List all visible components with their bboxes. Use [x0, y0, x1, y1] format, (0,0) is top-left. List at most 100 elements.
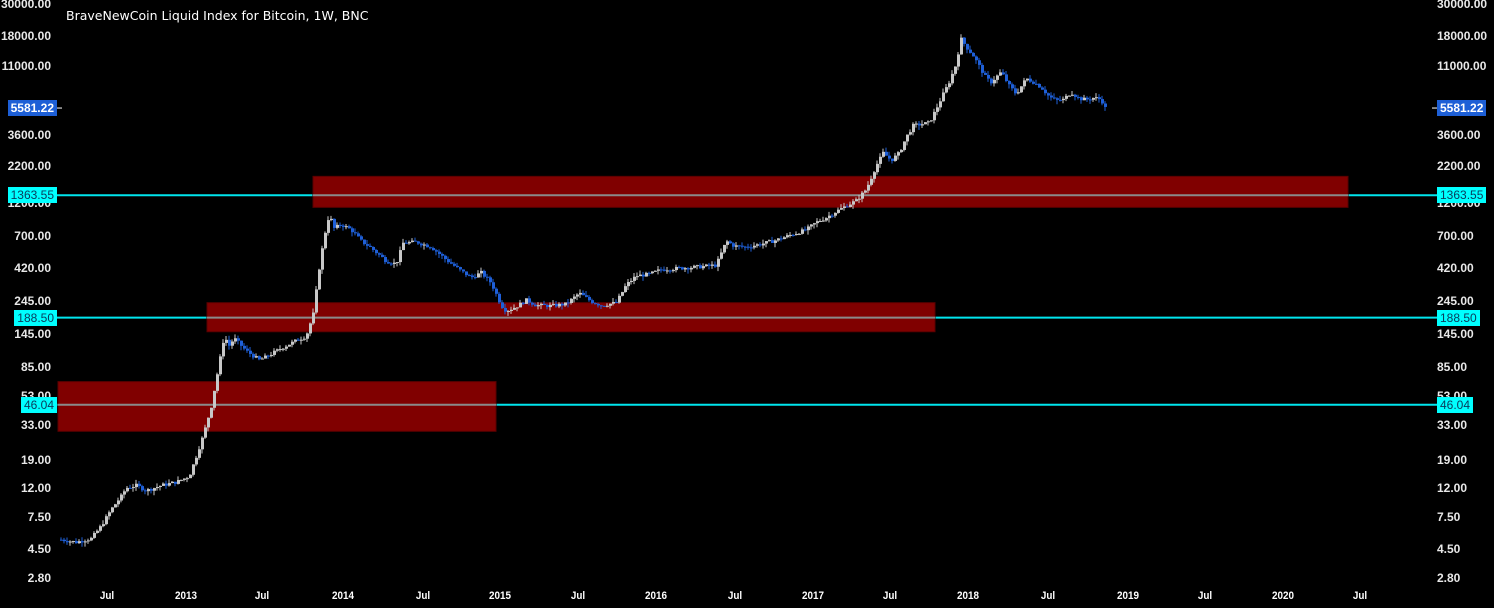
candle-body — [66, 541, 69, 543]
candle-body — [303, 338, 306, 340]
candle-body — [543, 303, 546, 305]
candle-body — [1053, 97, 1056, 99]
price-tick-label: 2200.00 — [1437, 158, 1481, 173]
candle-body — [501, 302, 504, 308]
candle-body — [513, 307, 516, 310]
candle-body — [648, 272, 651, 274]
candle-body — [507, 311, 510, 313]
candle-body — [999, 72, 1002, 76]
candle-body — [1047, 93, 1050, 96]
candle-body — [918, 123, 921, 126]
candle-body — [747, 246, 750, 248]
candle-body — [237, 338, 240, 341]
candle-body — [693, 265, 696, 268]
candle-body — [1104, 103, 1107, 107]
candle-body — [429, 247, 432, 249]
candle-body — [903, 141, 906, 150]
candle-body — [816, 221, 819, 224]
candle-body — [840, 208, 843, 210]
candle-body — [705, 264, 708, 267]
candle-body — [951, 73, 954, 84]
candle-body — [810, 224, 813, 227]
candle-body — [159, 485, 162, 487]
candle-body — [735, 245, 738, 247]
price-tick-label: 11000.00 — [1437, 59, 1487, 74]
candle-body — [363, 239, 366, 245]
candle-body — [987, 74, 990, 79]
candle-body — [930, 120, 933, 122]
candle-body — [348, 226, 351, 229]
candle-body — [621, 292, 624, 296]
candle-body — [636, 276, 639, 278]
current-price-label-left: 5581.22 — [7, 100, 57, 117]
candle-body — [606, 305, 609, 307]
candle-body — [492, 282, 495, 289]
candle-body — [255, 356, 258, 358]
candle-body — [927, 121, 930, 123]
candle-body — [171, 481, 174, 484]
candle-body — [378, 253, 381, 255]
candle-body — [228, 339, 231, 346]
candle-body — [99, 526, 102, 531]
candle-body — [882, 151, 885, 157]
candle-body — [450, 262, 453, 264]
resistance-zone-1363 — [312, 175, 1349, 208]
candle-body — [783, 237, 786, 240]
candle-body — [465, 271, 468, 276]
time-tick-label: 2019 — [1116, 590, 1140, 602]
candle-body — [813, 223, 816, 225]
candle-body — [483, 270, 486, 277]
candle-body — [1044, 89, 1047, 94]
candle-body — [780, 238, 783, 240]
candle-body — [1008, 81, 1011, 85]
chart-title: BraveNewCoin Liquid Index for Bitcoin, 1… — [66, 8, 369, 23]
price-tick-label: 2.80 — [1437, 571, 1461, 585]
candle-body — [1065, 95, 1068, 99]
price-tick-label: 3600.00 — [1437, 128, 1481, 143]
candle-body — [690, 267, 693, 270]
candle-body — [915, 123, 918, 125]
candle-body — [261, 358, 264, 360]
candle-body — [609, 303, 612, 306]
candle-body — [75, 541, 78, 544]
candle-body — [765, 241, 768, 244]
candle-body — [534, 304, 537, 307]
candle-body — [651, 271, 654, 274]
candle-body — [675, 266, 678, 271]
candle-body — [924, 122, 927, 125]
candle-body — [387, 262, 390, 264]
candle-body — [267, 355, 270, 357]
candle-body — [837, 209, 840, 213]
candle-body — [210, 407, 213, 418]
candle-body — [894, 155, 897, 161]
candle-body — [72, 541, 75, 543]
candle-body — [477, 273, 480, 278]
candle-body — [561, 303, 564, 306]
candle-body — [150, 489, 153, 491]
candle-body — [372, 246, 375, 250]
candle-body — [993, 79, 996, 84]
candle-body — [1035, 83, 1038, 85]
candle-body — [141, 486, 144, 491]
candle-body — [111, 507, 114, 513]
candle-body — [861, 192, 864, 199]
candle-body — [225, 339, 228, 343]
candle-body — [300, 339, 303, 341]
candle-body — [435, 250, 438, 252]
candle-body — [342, 225, 345, 227]
candle-body — [681, 267, 684, 270]
candle-body — [570, 298, 573, 303]
candle-body — [936, 107, 939, 112]
candle-body — [720, 252, 723, 259]
candle-body — [555, 303, 558, 307]
candle-body — [249, 350, 252, 354]
candle-body — [1020, 86, 1023, 93]
candle-body — [459, 267, 462, 270]
candle-body — [81, 541, 84, 543]
candle-body — [990, 78, 993, 84]
price-tick-label: 700.00 — [1437, 229, 1474, 244]
candle-body — [891, 158, 894, 161]
candle-body — [948, 83, 951, 88]
